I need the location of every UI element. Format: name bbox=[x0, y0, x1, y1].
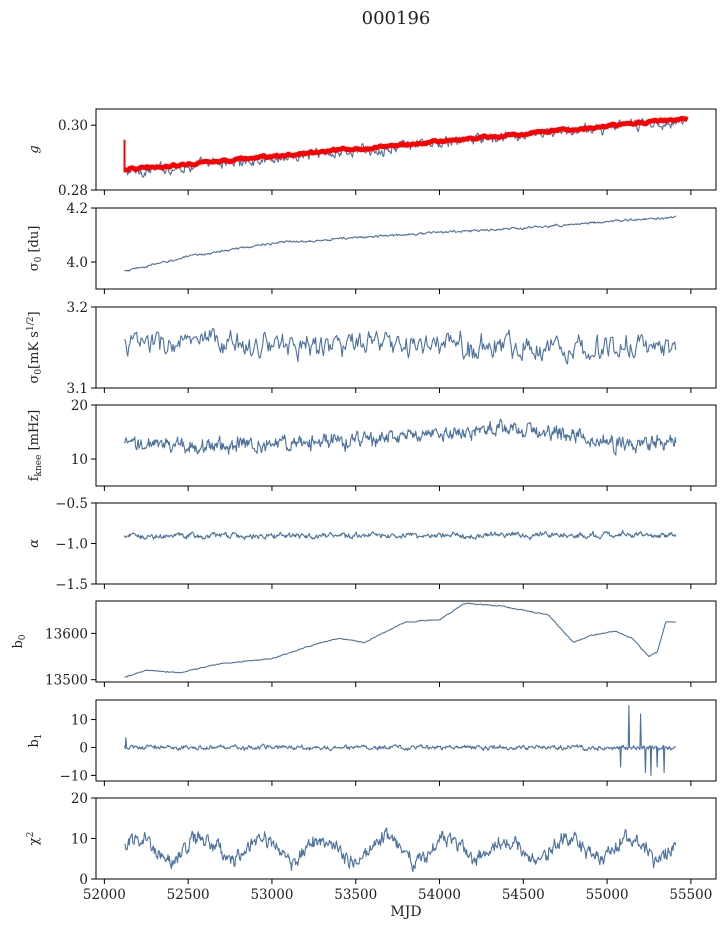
y-axis-label: σ0 [du] bbox=[27, 226, 44, 272]
x-axis-label: MJD bbox=[390, 904, 421, 920]
series-line bbox=[123, 418, 677, 456]
x-tick-label: 53500 bbox=[334, 887, 377, 903]
y-tick-label: −1.5 bbox=[55, 577, 88, 593]
y-tick-label: −1.0 bbox=[55, 537, 88, 553]
axes-frame bbox=[95, 306, 717, 389]
x-tick-label: 53000 bbox=[250, 887, 293, 903]
y-tick-label: 10 bbox=[71, 713, 88, 729]
axes-frame bbox=[95, 207, 717, 290]
series-line bbox=[124, 827, 677, 873]
y-axis-label: g bbox=[27, 145, 42, 153]
y-tick-label: 13500 bbox=[45, 673, 88, 689]
axes-frame bbox=[95, 600, 717, 683]
panel-4: 10 20 fknee [mHz] bbox=[27, 398, 717, 491]
panel-8: 0 10 20 52000 52500 53000 53500 54000 54500 55000… bbox=[26, 791, 717, 920]
fit-line bbox=[123, 115, 689, 173]
y-axis-label: χ2 bbox=[26, 832, 42, 846]
panel-5: −1.5 −1.0 −0.5 α bbox=[27, 496, 717, 593]
axes-frame bbox=[95, 502, 717, 585]
y-tick-label: 0 bbox=[79, 872, 88, 888]
x-tick-label: 55000 bbox=[586, 887, 629, 903]
y-tick-label: −10 bbox=[60, 768, 89, 784]
x-tick-label: 52000 bbox=[83, 887, 126, 903]
x-tick-label: 55500 bbox=[669, 887, 712, 903]
axes-frame bbox=[95, 108, 717, 191]
y-axis-label: b1 bbox=[27, 733, 44, 747]
y-tick-label: 13600 bbox=[45, 626, 88, 642]
y-axis-label: b0 bbox=[11, 634, 28, 648]
y-tick-label: 0 bbox=[79, 740, 88, 756]
y-axis-label: α bbox=[27, 539, 42, 548]
y-axis-label: σ0[mK s1/2] bbox=[26, 311, 44, 383]
x-tick-label: 54500 bbox=[502, 887, 545, 903]
series-line bbox=[124, 215, 676, 272]
axes-frame bbox=[95, 404, 717, 487]
panel-6: 13500 13600 b0 bbox=[11, 600, 717, 689]
y-tick-label: 3.1 bbox=[67, 381, 88, 397]
figure-title: 000196 bbox=[362, 8, 431, 29]
panel-1: 0.28 0.30 g bbox=[27, 108, 717, 199]
series-line bbox=[123, 705, 677, 776]
panel-2: 4.0 4.2 σ0 [du] bbox=[27, 201, 717, 294]
y-tick-label: 10 bbox=[71, 452, 88, 468]
y-tick-label: 10 bbox=[71, 832, 88, 848]
series-line bbox=[124, 602, 676, 678]
y-tick-label: 3.2 bbox=[67, 300, 88, 316]
axes-frame bbox=[95, 699, 717, 782]
panel-3: 3.1 3.2 σ0[mK s1/2] bbox=[26, 300, 717, 397]
y-tick-label: 20 bbox=[71, 398, 88, 414]
y-tick-label: 20 bbox=[71, 791, 88, 807]
series-line bbox=[124, 327, 677, 365]
y-axis-label: fknee [mHz] bbox=[27, 410, 44, 482]
y-tick-label: −0.5 bbox=[55, 496, 88, 512]
y-tick-label: 4.0 bbox=[67, 255, 88, 271]
series-line bbox=[123, 529, 677, 541]
panel-7: −10 0 10 b1 bbox=[27, 699, 717, 786]
y-tick-label: 0.30 bbox=[58, 118, 88, 134]
panels: 0.28 0.30 g 4.0 4.2 σ0 [du] 3.1 3.2 σ0[mK s1/2] 1… bbox=[11, 108, 717, 920]
y-tick-label: 4.2 bbox=[67, 201, 88, 217]
x-tick-label: 52500 bbox=[167, 887, 210, 903]
y-tick-label: 0.28 bbox=[58, 183, 88, 199]
x-tick-label: 54000 bbox=[418, 887, 461, 903]
